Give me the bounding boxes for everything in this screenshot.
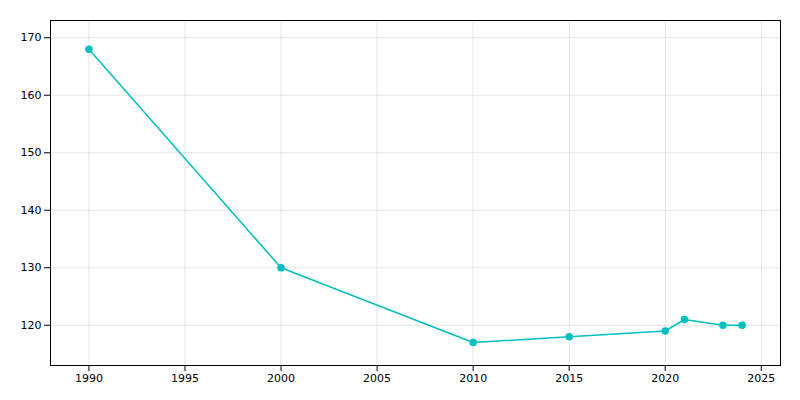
svg-text:2020: 2020 — [651, 372, 679, 385]
svg-text:1990: 1990 — [75, 372, 103, 385]
svg-text:170: 170 — [21, 31, 42, 44]
svg-text:2015: 2015 — [555, 372, 583, 385]
svg-text:160: 160 — [21, 89, 42, 102]
svg-text:140: 140 — [21, 204, 42, 217]
svg-text:150: 150 — [21, 146, 42, 159]
svg-text:2000: 2000 — [267, 372, 295, 385]
svg-text:130: 130 — [21, 261, 42, 274]
svg-text:2005: 2005 — [363, 372, 391, 385]
svg-text:2010: 2010 — [459, 372, 487, 385]
svg-text:120: 120 — [21, 319, 42, 332]
svg-text:1995: 1995 — [171, 372, 199, 385]
svg-text:2025: 2025 — [747, 372, 775, 385]
